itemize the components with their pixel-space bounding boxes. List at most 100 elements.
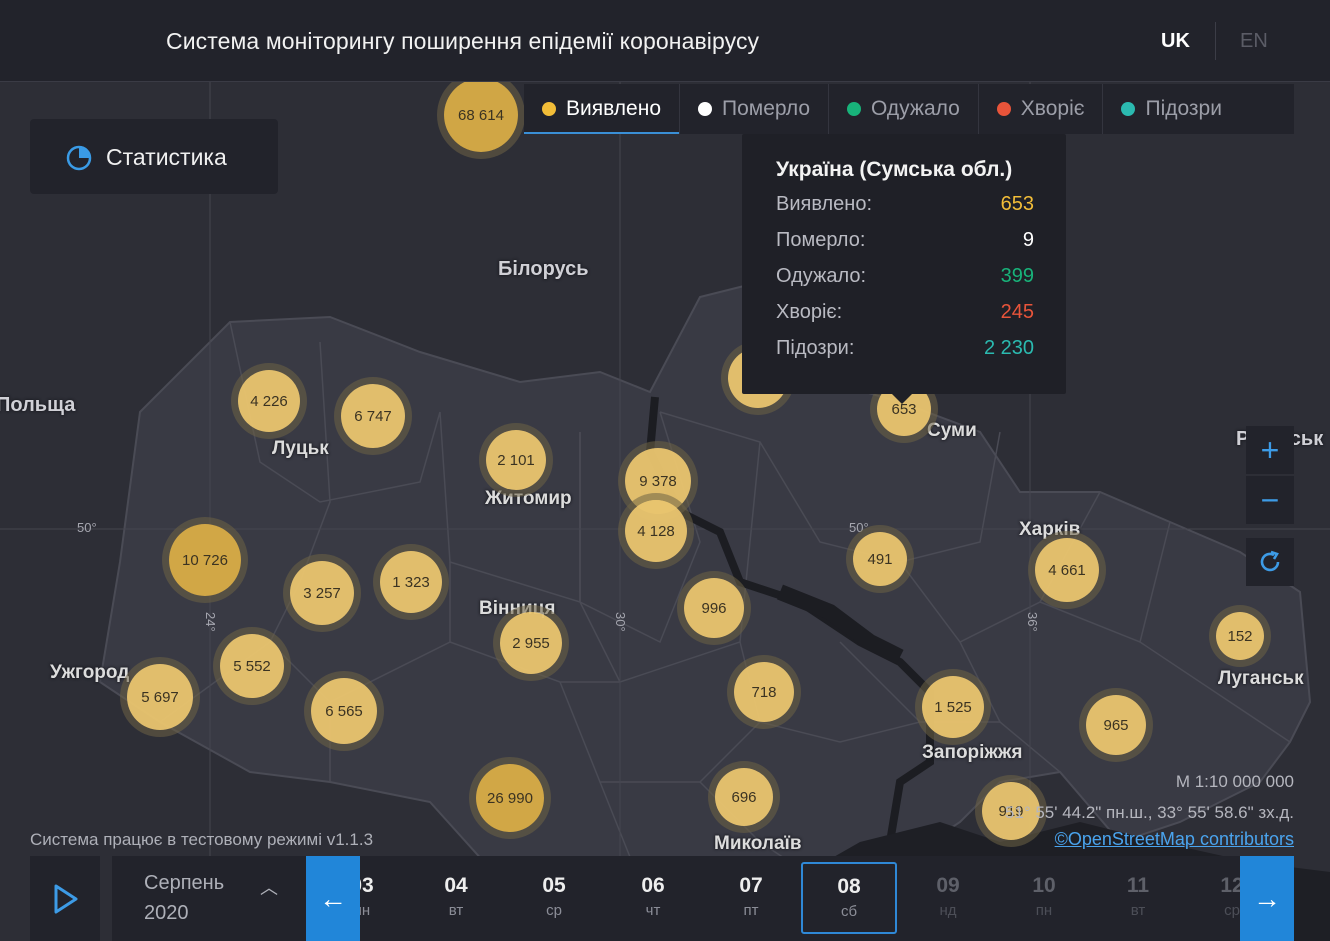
label-kharkiv: Харків xyxy=(1019,519,1081,540)
day-weekday: пн xyxy=(1035,902,1053,919)
lang-divider xyxy=(1215,22,1216,60)
cluster-marker[interactable]: 68 614 xyxy=(444,78,518,152)
tab-label: Підозри xyxy=(1145,97,1222,120)
label-sumy: Суми xyxy=(927,420,977,441)
label-luhansk: Луганськ xyxy=(1218,668,1304,689)
map-scale: М 1:10 000 000 xyxy=(1175,772,1294,791)
cluster-marker[interactable]: 965 xyxy=(1086,695,1146,755)
reset-view-button[interactable] xyxy=(1246,538,1294,586)
statistics-button-label: Статистика xyxy=(106,144,227,170)
day-number: 05 xyxy=(542,874,566,897)
tab-recovered[interactable]: Одужало xyxy=(829,84,979,134)
tab-deaths[interactable]: Померло xyxy=(680,84,830,134)
prev-day-button[interactable]: ← xyxy=(306,856,360,941)
day-item[interactable]: 05 ср xyxy=(506,856,602,941)
label-belarus: Білорусь xyxy=(498,258,589,280)
day-item: 10 пн xyxy=(996,856,1092,941)
tooltip-row-label: Померло: xyxy=(776,229,866,251)
cluster-marker[interactable]: 1 525 xyxy=(922,676,984,738)
day-item: 11 вт xyxy=(1090,856,1186,941)
tooltip-row-suspected: Підозри: 2 230 xyxy=(776,337,1034,360)
cluster-marker[interactable]: 2 101 xyxy=(486,430,546,490)
minus-icon: − xyxy=(1260,481,1280,518)
day-weekday: чт xyxy=(645,902,661,919)
year-label: 2020 xyxy=(144,902,189,924)
cluster-marker[interactable]: 4 226 xyxy=(238,370,300,432)
date-timeline: Серпень 2020 ︿ ← 03 пн 04 вт 05 ср 06 чт xyxy=(0,856,1330,941)
tab-detected[interactable]: Виявлено xyxy=(524,84,680,134)
day-number: 12 xyxy=(1220,874,1240,897)
cluster-marker[interactable]: 4 661 xyxy=(1035,538,1099,602)
day-item-selected[interactable]: 08 сб xyxy=(801,862,897,934)
next-day-button[interactable]: → xyxy=(1240,856,1294,941)
detected-dot-icon xyxy=(542,102,556,116)
statistics-button[interactable]: Статистика xyxy=(30,119,278,194)
day-number: 03 xyxy=(360,874,374,897)
cluster-marker[interactable]: 152 xyxy=(1216,612,1264,660)
label-uzhhorod: Ужгород xyxy=(50,662,130,683)
suspected-dot-icon xyxy=(1121,102,1136,116)
label-zhytomyr: Житомир xyxy=(485,488,572,509)
day-number: 07 xyxy=(739,874,763,897)
cluster-marker[interactable]: 6 747 xyxy=(341,384,405,448)
cluster-marker[interactable]: 10 726 xyxy=(169,524,241,596)
day-weekday: ср xyxy=(546,902,562,919)
zoom-in-button[interactable]: + xyxy=(1246,426,1294,474)
month-label: Серпень xyxy=(144,872,225,894)
sick-dot-icon xyxy=(996,102,1011,116)
day-strip: 03 пн 04 вт 05 ср 06 чт 07 пт 08 сб xyxy=(360,856,1240,941)
tooltip-row-value: 245 xyxy=(1000,301,1034,323)
tooltip-row-value: 9 xyxy=(1022,229,1034,251)
day-weekday: вт xyxy=(1130,902,1146,919)
cluster-marker[interactable]: 26 990 xyxy=(476,764,544,832)
lang-en-button[interactable]: EN xyxy=(1240,30,1268,52)
osm-attribution-link[interactable]: ©OpenStreetMap contributors xyxy=(1054,829,1294,849)
zoom-out-button[interactable]: − xyxy=(1246,476,1294,524)
tab-suspected[interactable]: Підозри xyxy=(1103,84,1240,134)
coord-lat-50-east: 50° xyxy=(849,520,869,535)
coord-lon-24: 24° xyxy=(203,612,218,632)
day-weekday: пн xyxy=(360,902,371,919)
cluster-marker[interactable]: 5 552 xyxy=(220,634,284,698)
cursor-coordinates: 51° 55' 44.2" пн.ш., 33° 55' 58.6" зх.д. xyxy=(1004,803,1294,822)
day-number: 10 xyxy=(1032,874,1056,897)
cluster-marker[interactable]: 718 xyxy=(734,662,794,722)
cluster-marker[interactable]: 919 xyxy=(982,782,1040,840)
tab-label: Одужало xyxy=(871,97,960,120)
coord-lon-36: 36° xyxy=(1025,612,1040,632)
day-item[interactable]: 06 чт xyxy=(605,856,701,941)
test-mode-notice: Система працює в тестовому режимі v1.1.3 xyxy=(30,830,374,849)
lang-uk-button[interactable]: UK xyxy=(1161,30,1190,52)
day-item[interactable]: 07 пт xyxy=(703,856,799,941)
play-button[interactable] xyxy=(30,856,100,941)
cluster-marker[interactable]: 4 128 xyxy=(625,500,687,562)
cluster-marker[interactable]: 3 257 xyxy=(290,561,354,625)
day-weekday: вт xyxy=(448,902,464,919)
cluster-marker[interactable]: 2 955 xyxy=(500,612,562,674)
day-item[interactable]: 03 пн xyxy=(360,856,410,941)
day-item: 12 ср xyxy=(1184,856,1240,941)
cluster-marker[interactable]: 5 697 xyxy=(127,664,193,730)
region-tooltip: Україна (Сумська обл.) Виявлено: 653 Пом… xyxy=(742,134,1066,404)
month-selector[interactable]: Серпень 2020 ︿ xyxy=(112,856,308,941)
day-number: 11 xyxy=(1126,874,1150,897)
cluster-marker[interactable]: 491 xyxy=(853,532,907,586)
page-title: Система моніторингу поширення епідемії к… xyxy=(166,28,760,54)
day-number: 09 xyxy=(936,874,960,897)
deaths-dot-icon xyxy=(698,102,712,116)
arrow-right-icon: → xyxy=(1253,882,1281,914)
tooltip-row-label: Виявлено: xyxy=(776,193,873,215)
cluster-marker[interactable]: 1 323 xyxy=(380,551,442,613)
tooltip-arrow xyxy=(892,394,912,404)
tooltip-row-value: 399 xyxy=(1000,265,1034,287)
map-canvas[interactable]: Білорусь Польща Луцьк Житомир Суми Харкі… xyxy=(0,78,1330,941)
day-item[interactable]: 04 вт xyxy=(408,856,504,941)
plus-icon: + xyxy=(1260,431,1280,468)
label-poland: Польща xyxy=(0,394,76,416)
day-weekday: пт xyxy=(743,902,759,919)
tab-sick[interactable]: Хворіє xyxy=(979,84,1104,134)
coord-lon-30: 30° xyxy=(613,612,628,632)
cluster-marker[interactable]: 6 565 xyxy=(311,678,377,744)
cluster-marker[interactable]: 696 xyxy=(715,768,773,826)
cluster-marker[interactable]: 996 xyxy=(684,578,744,638)
